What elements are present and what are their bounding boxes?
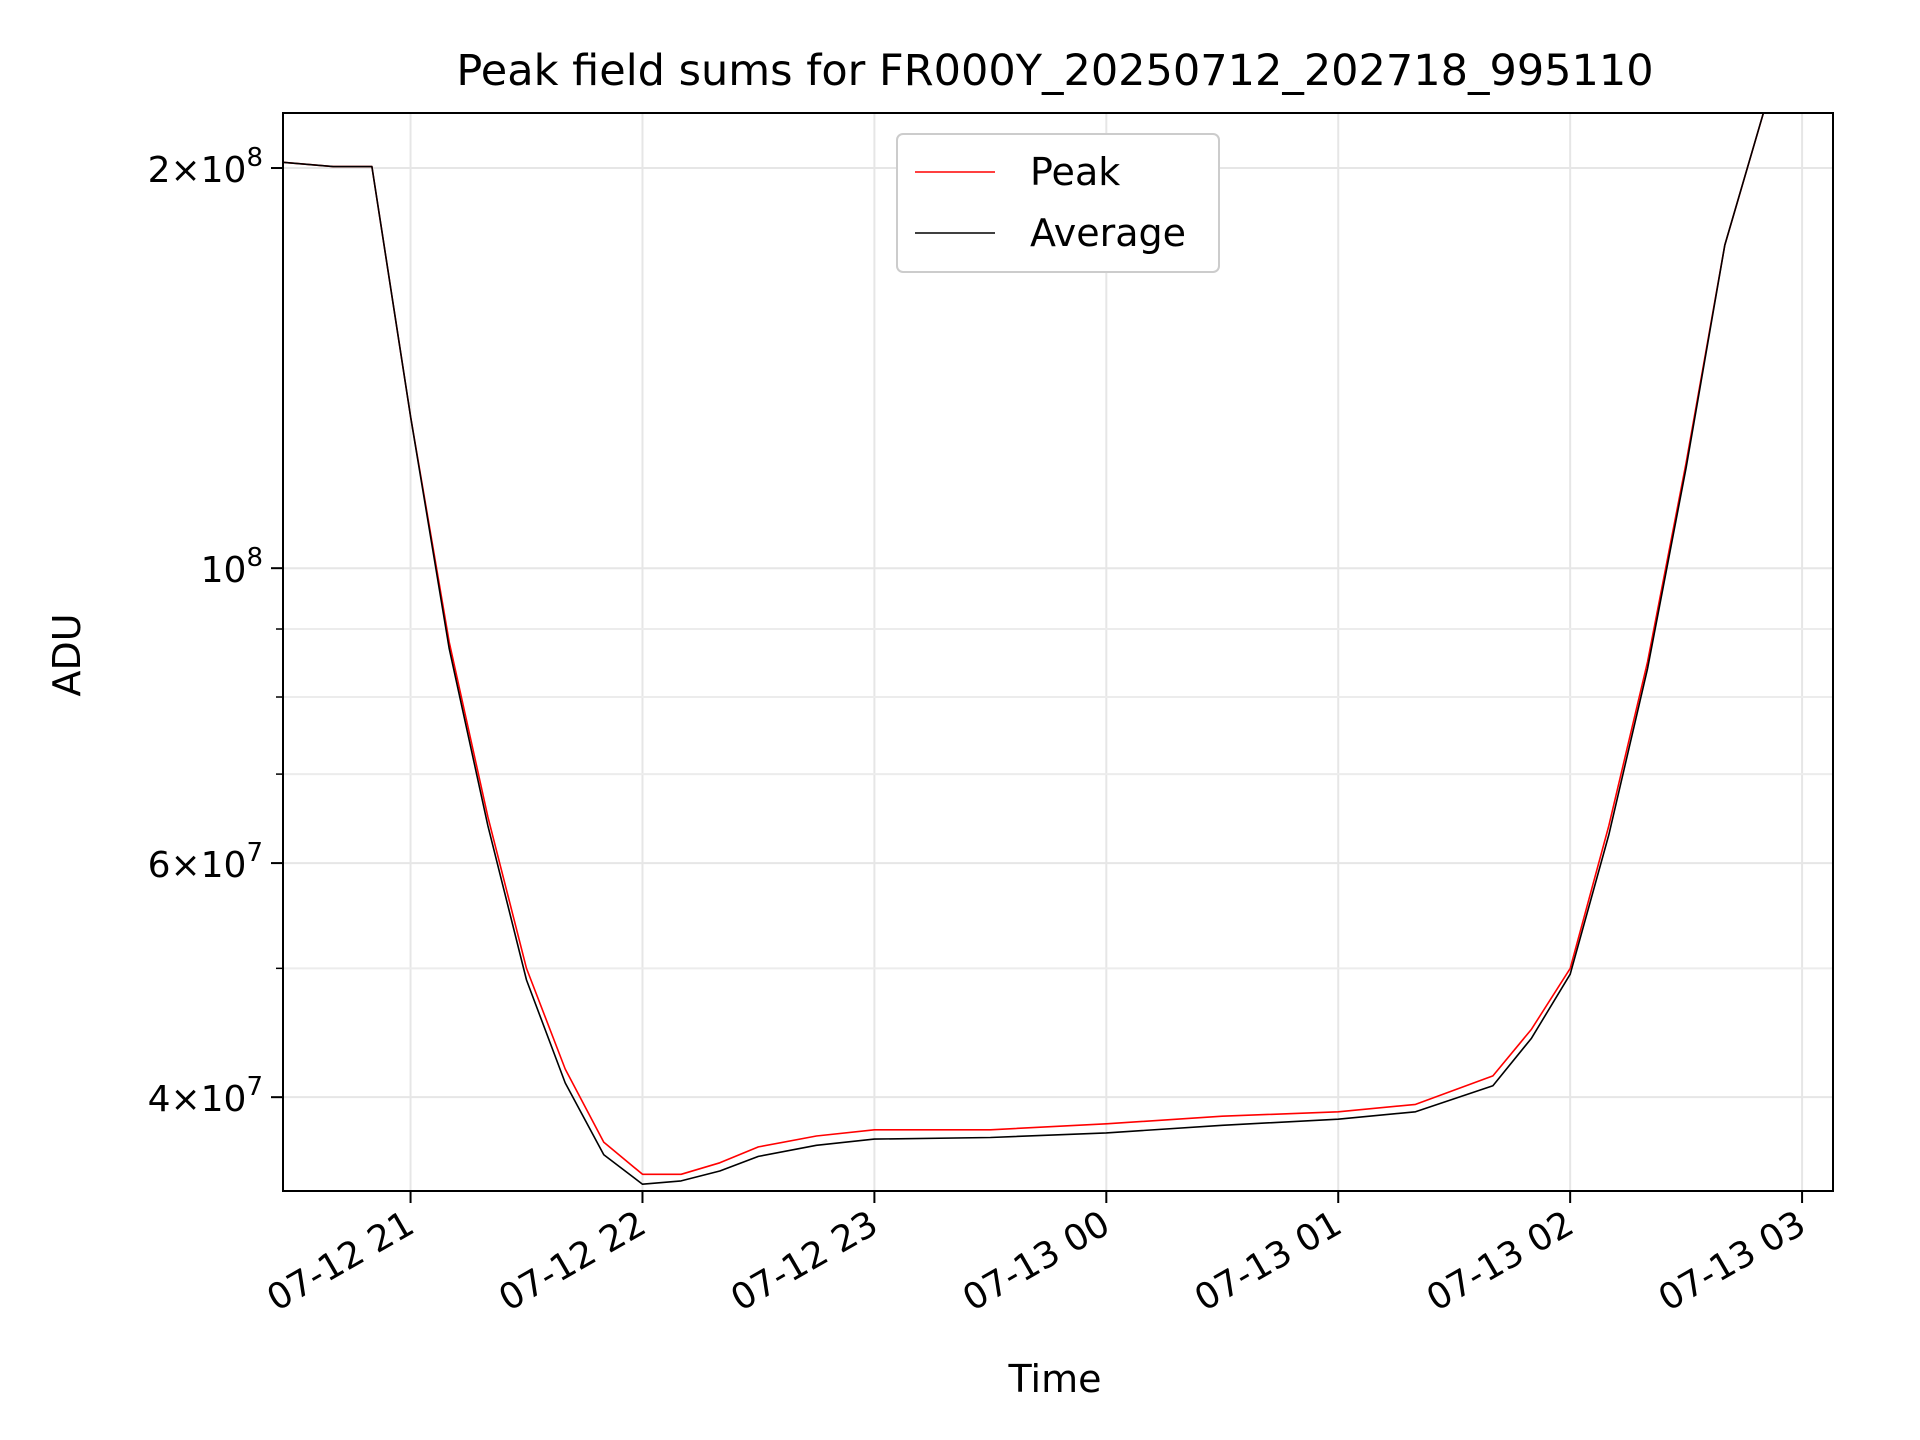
x-axis-label: Time — [1008, 1357, 1102, 1401]
y-tick-label: 6×107 — [148, 838, 263, 886]
plot-frame — [282, 112, 1834, 1192]
plot-area — [283, 113, 1833, 1191]
y-tick-label: 108 — [201, 543, 263, 591]
series-layer — [282, 112, 1765, 1185]
y-axis-ticks: 4×107 6×107 108 2×108 — [148, 143, 283, 1120]
series-line-average — [282, 112, 1765, 1185]
legend-box — [896, 133, 1220, 273]
y-axis-label: ADU — [45, 613, 89, 696]
series-line-peak — [282, 112, 1765, 1176]
legend-label-peak: Peak — [1030, 150, 1120, 194]
y-tick-label: 4×107 — [148, 1072, 263, 1120]
legend-label-average: Average — [1030, 211, 1186, 255]
legend: Peak Average — [896, 133, 1220, 273]
chart-title: Peak field sums for FR000Y_20250712_2027… — [456, 46, 1653, 96]
y-tick-label: 2×108 — [148, 143, 263, 191]
